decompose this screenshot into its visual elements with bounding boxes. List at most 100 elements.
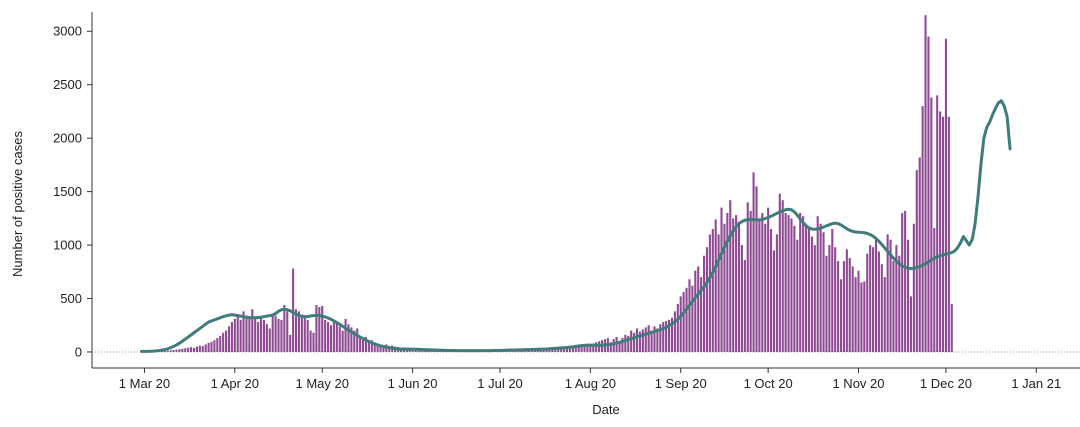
case-bar: [595, 342, 598, 352]
case-bar: [592, 343, 595, 352]
case-bar: [755, 186, 758, 352]
case-bar: [362, 339, 365, 352]
x-tick-label: 1 Jan 21: [1011, 376, 1061, 391]
case-bar: [618, 341, 621, 352]
case-bar: [784, 212, 787, 352]
case-bar: [889, 239, 892, 352]
case-bar: [901, 212, 904, 352]
case-bar: [854, 277, 857, 352]
case-bar: [233, 318, 236, 352]
trend-layer: [140, 99, 1012, 353]
case-bar: [813, 245, 816, 352]
case-bar: [175, 349, 178, 352]
case-bar: [271, 313, 274, 352]
case-bar: [329, 325, 333, 352]
case-bar: [915, 170, 918, 352]
case-bar: [580, 345, 583, 352]
x-axis-title: Date: [592, 402, 619, 417]
case-bar: [647, 325, 650, 352]
case-bar: [723, 223, 726, 352]
case-bar: [286, 311, 289, 352]
y-axis: 0 500 1000 1500 2000 2500 3000: [53, 12, 1080, 368]
case-bar: [764, 223, 767, 352]
case-bar: [379, 344, 382, 352]
case-bar: [717, 234, 720, 352]
case-bar: [306, 319, 309, 352]
case-bar: [863, 281, 866, 352]
case-bar: [662, 322, 665, 352]
case-bar: [545, 349, 548, 352]
case-bar: [790, 218, 793, 352]
case-bar: [842, 261, 845, 352]
case-bar: [300, 314, 303, 352]
case-bar: [638, 331, 641, 352]
case-bar: [872, 247, 875, 352]
case-bar: [659, 324, 662, 352]
case-bar: [251, 309, 254, 352]
case-bar: [679, 296, 682, 352]
case-bar: [936, 95, 939, 352]
case-bar: [912, 223, 915, 352]
case-bar: [950, 303, 953, 352]
x-tick-label: 1 Aug 20: [565, 376, 616, 391]
case-bar: [321, 305, 324, 352]
case-bar: [781, 200, 784, 352]
case-bar: [187, 347, 190, 352]
case-bar: [624, 334, 627, 352]
x-axis: 1 Mar 20 1 Apr 20 1 May 20 1 Jun 20 1 Jul 20…: [92, 367, 1080, 391]
case-bar: [542, 350, 545, 352]
case-bar: [198, 345, 201, 352]
case-bar: [292, 268, 295, 352]
case-bar: [933, 227, 936, 352]
x-tick-label: 1 Oct 20: [744, 376, 793, 391]
y-axis-title: Number of positive cases: [10, 131, 25, 277]
case-bar: [778, 193, 781, 352]
case-bar: [350, 327, 353, 352]
case-bar: [192, 347, 196, 352]
case-bar: [347, 324, 350, 352]
case-bar: [210, 341, 213, 352]
case-bar: [711, 229, 714, 352]
x-tick-label: 1 Mar 20: [119, 376, 170, 391]
case-bar: [921, 106, 924, 352]
case-bar: [248, 317, 251, 352]
case-bar: [694, 270, 697, 352]
case-bar: [749, 210, 752, 352]
case-bar: [909, 296, 913, 352]
x-tick-label: 1 Dec 20: [920, 376, 972, 391]
case-bar: [650, 330, 653, 352]
case-bar: [927, 36, 930, 352]
x-tick-label: 1 Jun 20: [388, 376, 438, 391]
case-bar: [213, 340, 216, 352]
case-bar: [673, 311, 676, 352]
case-bar: [720, 207, 723, 352]
case-bar: [702, 255, 706, 352]
case-bar: [700, 277, 703, 352]
case-bar: [376, 343, 379, 352]
case-bar: [332, 319, 335, 352]
case-bar: [633, 332, 636, 352]
case-bar: [869, 245, 872, 352]
case-bar: [772, 250, 776, 352]
case-bar: [364, 337, 368, 352]
case-bar: [525, 350, 528, 352]
case-bar: [531, 350, 534, 352]
case-bar: [315, 304, 318, 352]
case-bar: [265, 324, 268, 352]
case-bar: [691, 285, 694, 352]
case-bar: [816, 216, 819, 352]
x-tick-label: 1 Apr 20: [211, 376, 259, 391]
case-bar: [857, 270, 860, 352]
case-bar: [802, 216, 805, 352]
x-tick-label: 1 May 20: [295, 376, 348, 391]
case-bar: [796, 239, 799, 352]
case-bar: [289, 334, 292, 352]
case-bar: [277, 318, 280, 352]
case-bar: [280, 319, 283, 352]
case-bar: [848, 257, 851, 352]
case-bar: [665, 320, 668, 352]
case-bar: [851, 266, 854, 352]
y-tick-label: 3000: [53, 24, 82, 39]
case-bar: [356, 328, 359, 352]
case-bar: [338, 326, 341, 352]
